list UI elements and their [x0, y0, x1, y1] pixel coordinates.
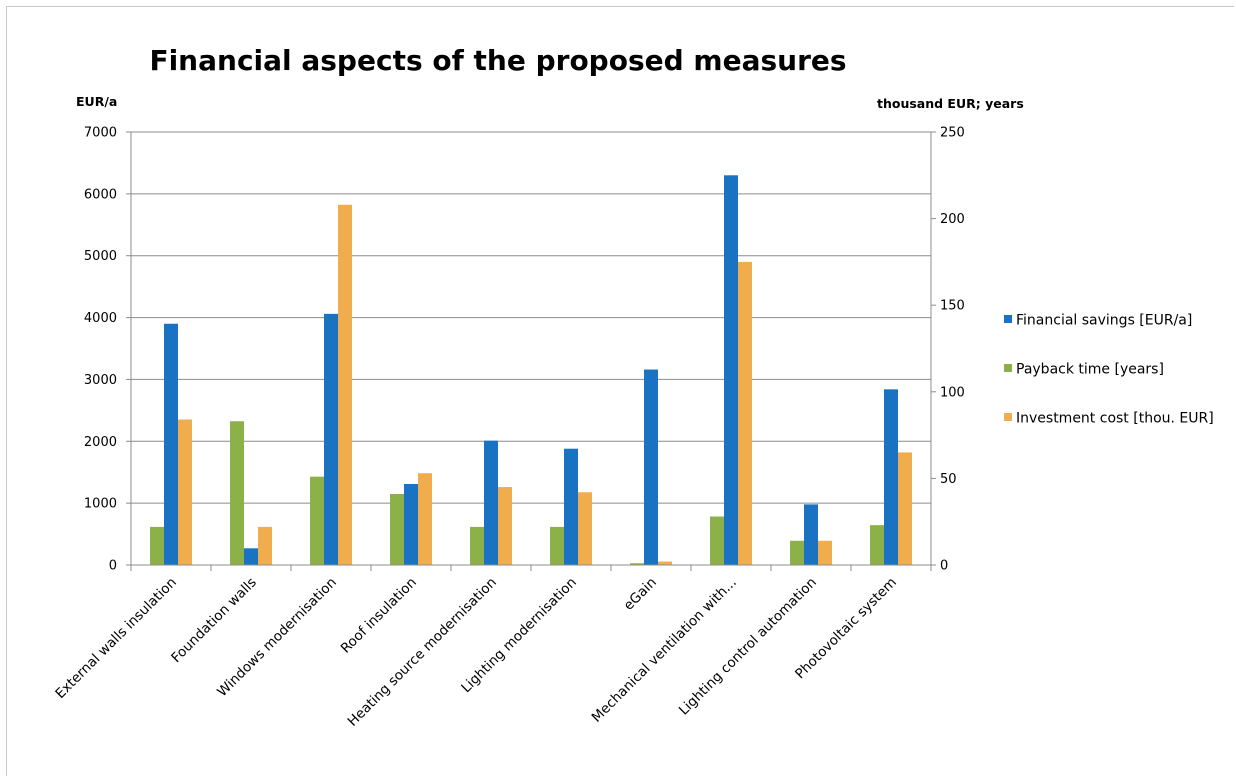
bar [790, 540, 804, 565]
left-tick-label: 1000 [84, 497, 117, 512]
left-tick-label: 7000 [84, 126, 117, 141]
bar [550, 526, 564, 565]
bar [484, 440, 498, 565]
category-label: Foundation walls [168, 575, 260, 667]
legend-swatch [1004, 413, 1012, 421]
bar [164, 323, 178, 565]
legend: Financial savings [EUR/a] Payback time [y… [1004, 313, 1214, 427]
bar [244, 548, 258, 565]
left-axis-unit: EUR/a [76, 94, 117, 109]
right-axis-unit: thousand EUR; years [877, 96, 1024, 111]
gridlines [131, 131, 931, 504]
bar [658, 561, 672, 565]
bar [390, 493, 404, 565]
bar [470, 526, 484, 565]
right-tick-label: 0 [940, 559, 948, 574]
bar [324, 313, 338, 565]
axes [126, 131, 936, 571]
legend-label: Financial savings [EUR/a] [1016, 313, 1192, 329]
chart-frame [6, 6, 1234, 776]
bar [310, 476, 324, 565]
bar [178, 419, 192, 565]
bars [150, 175, 912, 566]
bar [630, 563, 644, 565]
right-tick-label: 150 [940, 299, 965, 314]
bar [404, 483, 418, 565]
category-label: Heating source modernisation [345, 575, 500, 730]
left-tick-label: 4000 [84, 311, 117, 326]
left-tick-label: 3000 [84, 373, 117, 388]
legend-swatch [1004, 364, 1012, 372]
category-label: Mechanical ventilation with... [589, 575, 740, 726]
bar [898, 452, 912, 565]
bar [578, 492, 592, 565]
category-label: Lighting control automation [676, 575, 820, 719]
bar [498, 487, 512, 565]
left-tick-label: 5000 [84, 249, 117, 264]
left-tick-label: 6000 [84, 187, 117, 202]
left-tick-label: 2000 [84, 435, 117, 450]
category-label: Roof insulation [338, 575, 420, 657]
right-tick-label: 250 [940, 126, 965, 141]
bar [710, 516, 724, 565]
right-tick-label: 200 [940, 212, 965, 227]
category-label: External walls insulation [52, 575, 179, 702]
right-axis-ticks: 0 50 100 150 200 250 [940, 126, 965, 574]
legend-label: Investment cost [thou. EUR] [1016, 411, 1214, 427]
bar [818, 540, 832, 565]
bar [258, 526, 272, 565]
bar [338, 204, 352, 565]
left-tick-label: 0 [109, 559, 117, 574]
legend-label: Payback time [years] [1016, 362, 1164, 378]
chart-title: Financial aspects of the proposed measur… [149, 44, 846, 77]
category-label: eGain [621, 575, 660, 614]
right-tick-label: 50 [940, 472, 957, 487]
bar [870, 525, 884, 565]
bar [884, 389, 898, 565]
bar [230, 421, 244, 565]
bar [738, 261, 752, 565]
bar [804, 504, 818, 565]
right-tick-label: 100 [940, 385, 965, 400]
bar [150, 526, 164, 565]
bar [724, 175, 738, 566]
bar [644, 369, 658, 565]
left-axis-ticks: 0 1000 2000 3000 4000 5000 6000 7000 [84, 126, 117, 574]
bar [418, 473, 432, 565]
bar [564, 448, 578, 565]
legend-swatch [1004, 315, 1012, 323]
